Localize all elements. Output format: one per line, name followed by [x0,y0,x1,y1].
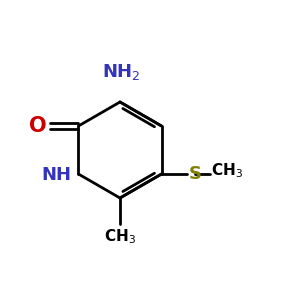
Text: S: S [189,165,202,183]
Text: O: O [29,116,46,136]
Text: CH$_3$: CH$_3$ [104,227,136,246]
Text: CH$_3$: CH$_3$ [211,161,243,180]
Text: NH$_2$: NH$_2$ [102,62,141,82]
Text: NH: NH [41,167,71,184]
